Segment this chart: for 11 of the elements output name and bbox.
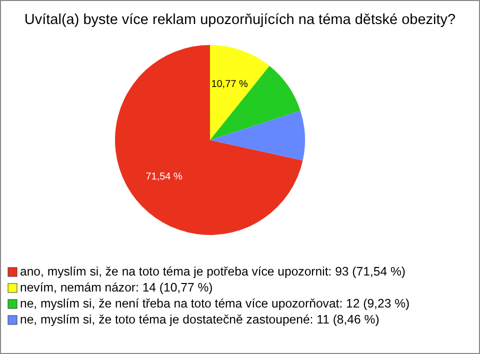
legend-label: ne, myslím si, že není třeba na toto téma více upozorňovat: 12 (9,23 %) bbox=[20, 296, 410, 310]
pie-slice bbox=[115, 45, 303, 235]
pie-slice bbox=[210, 110, 305, 160]
legend-label: nevím, nemám názor: 14 (10,77 %) bbox=[20, 280, 213, 294]
legend-label: ne, myslím si, že toto téma je dostatečně zastoupené: 11 (8,46 %) bbox=[20, 312, 380, 326]
legend-label: ano, myslím si, že na toto téma je potřeba více upozornit: 93 (71,54 %) bbox=[20, 264, 406, 278]
pie-slice bbox=[210, 45, 270, 140]
data-label: 71,54 % bbox=[146, 172, 183, 183]
chart-title: Uvítal(a) byste více reklam upozorňujících na téma dětské obezity? bbox=[24, 12, 456, 28]
pie-slice bbox=[210, 66, 300, 140]
data-label: 10,77 % bbox=[211, 79, 248, 90]
